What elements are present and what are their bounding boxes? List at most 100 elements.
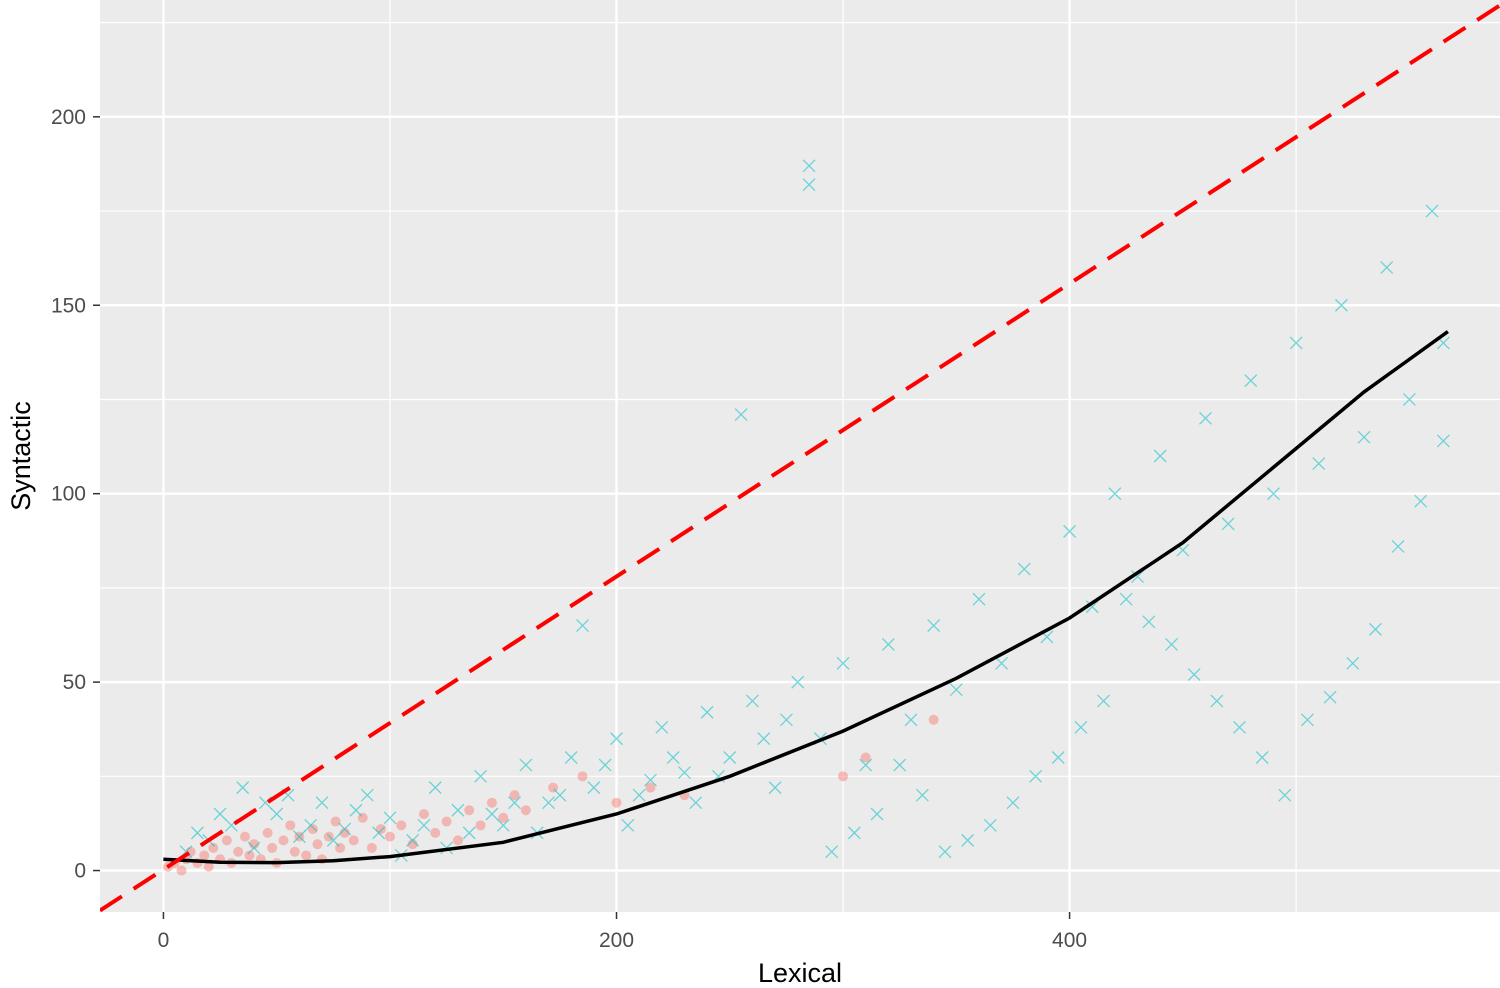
data-point [1221, 517, 1235, 531]
data-point [610, 732, 623, 746]
data-point [1414, 494, 1428, 508]
data-point [723, 751, 737, 764]
data-point [267, 842, 278, 853]
data-point [927, 619, 941, 633]
data-point [247, 841, 261, 855]
data-point [475, 820, 486, 831]
data-point [418, 809, 429, 820]
data-point [847, 826, 861, 840]
data-point [1210, 694, 1224, 708]
data-point [441, 816, 452, 827]
data-point [1289, 336, 1303, 350]
data-point [1233, 720, 1246, 734]
data-point [304, 818, 318, 832]
y-axis-title: Syntactic [6, 401, 36, 511]
plot-panel [100, 0, 1500, 912]
data-point [464, 805, 475, 816]
data-point [1300, 713, 1314, 727]
data-point [802, 178, 816, 192]
minor-gridlines [100, 0, 1500, 912]
data-point [949, 683, 963, 697]
data-point [666, 751, 680, 764]
data-point [1006, 796, 1020, 810]
smooth-fit [163, 330, 1449, 865]
data-point [1108, 487, 1122, 501]
major-gridlines [100, 0, 1500, 912]
data-point [836, 656, 850, 670]
data-point [199, 850, 210, 861]
data-point [1391, 539, 1405, 553]
data-point [366, 842, 377, 853]
data-point [360, 788, 374, 802]
data-point [621, 818, 635, 832]
data-point [587, 781, 601, 795]
data-point [542, 796, 556, 810]
data-point [348, 835, 359, 846]
data-point [611, 797, 622, 808]
data-point [1368, 622, 1382, 636]
data-point [208, 842, 219, 853]
y-tick-label: 100 [51, 483, 86, 506]
y-tick-label: 200 [51, 106, 86, 129]
data-point [383, 811, 397, 825]
data-point [326, 833, 340, 847]
data-point [249, 839, 260, 850]
data-point [1165, 637, 1178, 651]
data-point [655, 720, 669, 734]
data-point [451, 803, 465, 817]
data-point [1425, 204, 1439, 218]
data-point [278, 835, 289, 846]
data-point [576, 619, 589, 633]
data-point [1312, 457, 1326, 470]
data-point [598, 758, 612, 772]
data-point [859, 758, 873, 772]
smooth-line [163, 330, 1449, 865]
data-point [1063, 524, 1077, 538]
data-point [312, 839, 323, 850]
x-tick-label: 0 [158, 929, 170, 952]
data-point [396, 820, 407, 831]
data-point [417, 818, 431, 832]
data-point [239, 831, 250, 842]
x-axis-ticks: 0 200 400 [158, 912, 1087, 952]
data-point [301, 850, 312, 861]
data-point [452, 835, 463, 846]
data-point [1267, 487, 1280, 501]
data-point [1142, 615, 1156, 629]
data-point [407, 839, 418, 850]
data-point [632, 788, 646, 802]
x-tick-label: 400 [1052, 929, 1087, 952]
data-point [678, 766, 691, 780]
x-tick-label: 200 [599, 929, 634, 952]
data-point [1357, 430, 1371, 444]
data-point [938, 845, 952, 859]
data-point [1334, 298, 1348, 312]
data-point [1097, 694, 1111, 708]
data-point [734, 408, 748, 422]
data-point [330, 816, 341, 827]
data-point [292, 830, 306, 844]
data-point [236, 781, 250, 795]
data-point [1402, 393, 1416, 406]
data-point [508, 796, 522, 810]
data-point [745, 694, 759, 708]
data-point [1244, 374, 1258, 388]
data-point [870, 807, 884, 821]
data-point [1085, 600, 1099, 614]
data-point [1278, 788, 1292, 802]
data-point [262, 827, 273, 838]
data-point [474, 769, 488, 783]
data-point [928, 714, 939, 725]
data-point [339, 827, 350, 838]
data-point [338, 822, 352, 836]
data-point [520, 805, 531, 816]
data-point [893, 758, 907, 772]
data-point [972, 592, 986, 606]
data-point [485, 807, 499, 821]
data-point [375, 824, 386, 835]
data-point [644, 773, 657, 787]
data-point [1346, 656, 1360, 670]
data-point [244, 850, 255, 861]
data-point [825, 845, 839, 859]
